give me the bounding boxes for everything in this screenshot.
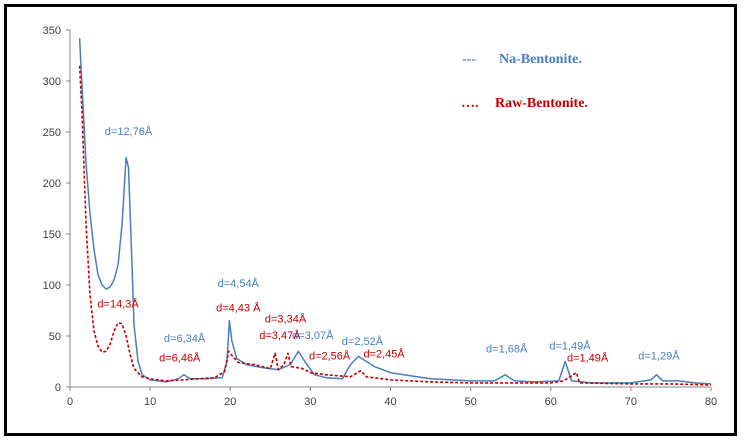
x-tick-label: 10	[144, 396, 156, 408]
peak-label: d=4,54Å	[218, 277, 260, 290]
legend: --- Na-Bentonite. …. Raw-Bentonite.	[461, 52, 588, 111]
x-tick-label: 30	[304, 396, 316, 408]
legend-marker: ---	[462, 52, 476, 67]
y-tick-label: 100	[43, 280, 61, 292]
peak-label: d=1,49Å	[549, 339, 591, 352]
peak-label: d=6,46Å	[159, 352, 201, 365]
peak-label: d=2,56Å	[309, 349, 351, 362]
peak-label: d=6,34Å	[164, 332, 206, 345]
y-tick-label: 200	[43, 178, 61, 190]
peak-label: d=1,68Å	[486, 342, 528, 355]
x-tick-label: 0	[67, 396, 73, 408]
y-tick-label: 150	[43, 229, 61, 241]
x-tick-label: 50	[465, 396, 477, 408]
y-tick-label: 50	[49, 331, 61, 343]
peak-label: d=2,45Å	[363, 347, 405, 360]
peak-label: d=12,76Å	[105, 125, 153, 138]
series-line-na-bentonite	[78, 38, 712, 385]
peak-label: d=3,34Å	[265, 313, 307, 326]
x-tick-label: 70	[625, 396, 637, 408]
x-tick-label: 40	[384, 396, 396, 408]
legend-label: Na-Bentonite.	[499, 52, 582, 67]
legend-label: Raw-Bentonite.	[495, 96, 588, 111]
x-tick-label: 20	[224, 396, 236, 408]
y-tick-label: 300	[43, 76, 61, 88]
y-tick-label: 250	[43, 127, 61, 139]
y-tick-label: 0	[55, 382, 61, 394]
peak-label: d=1,29Å	[638, 349, 680, 362]
x-tick-label: 60	[545, 396, 557, 408]
legend-marker: ….	[461, 96, 479, 111]
peak-label: d=1,49Å	[567, 352, 609, 365]
y-tick-label: 350	[43, 25, 61, 37]
series-layer	[78, 38, 712, 386]
peak-label: d=2,52Å	[342, 335, 384, 348]
axes: 0 50 100 150 200 250 300 350 0 10 20 30 40 50 60 70 80	[43, 25, 717, 408]
peak-label: d=3,47Å	[259, 329, 301, 342]
peak-label: d=14,3Å	[97, 297, 139, 310]
x-tick-label: 80	[705, 396, 717, 408]
peak-label: d=3,07Å	[292, 329, 334, 342]
annotations-layer: d=12,76Å d=14,3Å d=6,34Å d=6,46Å d=4,54Å d=4,…	[97, 125, 680, 364]
peak-label: d=4,43 Å	[216, 302, 261, 315]
